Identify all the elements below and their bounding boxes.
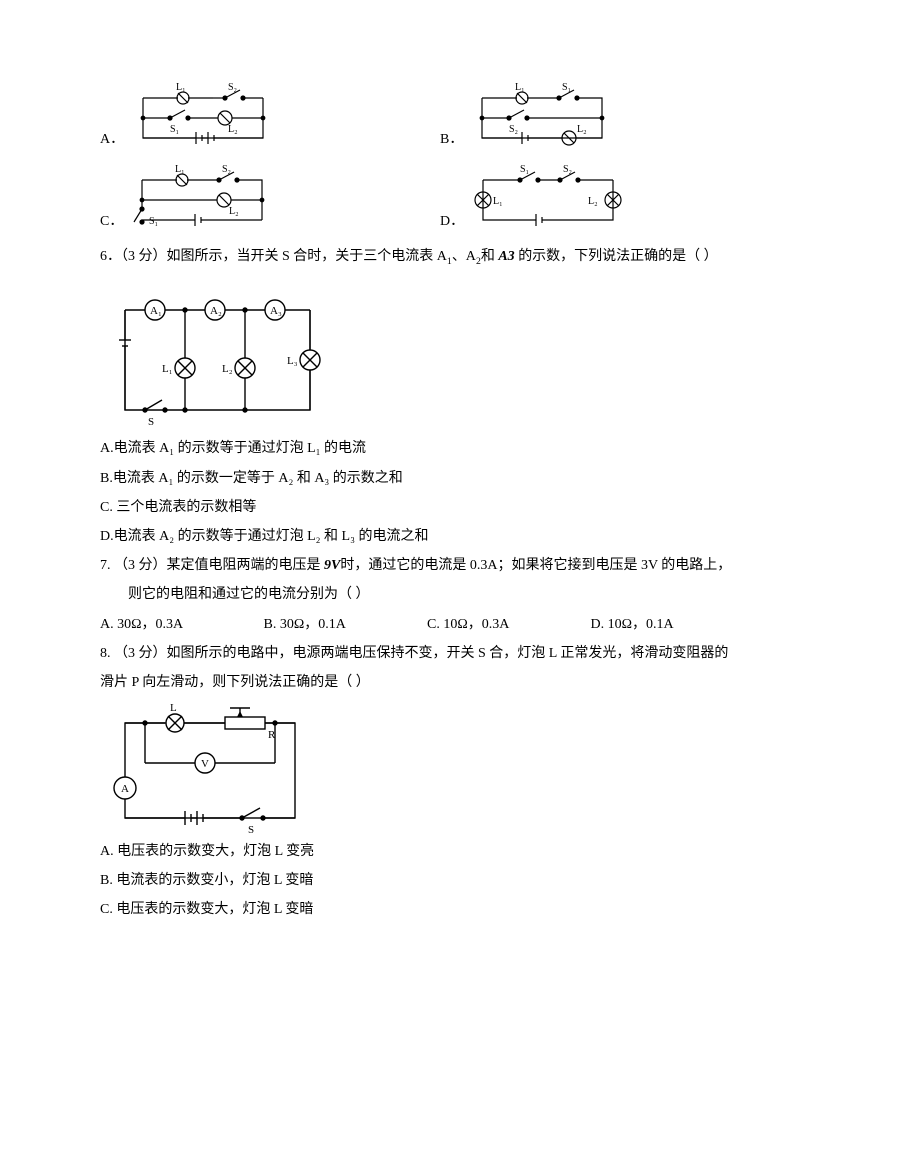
q5-row-cd: C． L₁ S₂ S₁ L₂ D． [100,162,820,234]
svg-text:S₂: S₂ [228,82,237,93]
q5-c-letter: C． [100,209,123,234]
svg-text:L₁: L₁ [175,164,185,175]
q7-a: A. 30Ω，0.3A [100,612,260,637]
q5-opt-d: D． S₁ S₂ L₁ L₂ [440,162,780,234]
q6-circuit: A₁ A₂ A₃ L₁ L₂ L₃ S [110,280,330,430]
q7-d: D. 10Ω，0.1A [591,612,751,637]
q8-b: B. 电流表的示数变小，灯泡 L 变暗 [100,868,820,893]
q6-opt-a: A.电流表 A₁ 的示数等于通过灯泡 L₁ 的电流 [100,436,820,461]
q5-circuit-c: L₁ S₂ S₁ L₂ [127,162,277,234]
q7-line1: 7. （3 分）某定值电阻两端的电压是 9V时，通过它的电流是 0.3A；如果将… [100,553,820,578]
q8-line1: 8. （3 分）如图所示的电路中，电源两端电压保持不变，开关 S 合，灯泡 L … [100,641,820,666]
q6-mid1: 、A [452,249,476,264]
q7-c: C. 10Ω，0.3A [427,612,587,637]
q8-circuit: L R V A S [110,703,310,833]
q5-circuit-b: L₁ S₁ S₂ L₂ [467,80,617,152]
q6-opt-c: C. 三个电流表的示数相等 [100,495,820,520]
q6-opt-b: B.电流表 A₁ 的示数一定等于 A₂ 和 A₃ 的示数之和 [100,466,820,491]
svg-text:S₁: S₁ [562,82,571,93]
q7-line2: 则它的电阻和通过它的电流分别为（ ） [128,582,820,607]
q6-mid2: 和 [481,249,499,264]
svg-text:L₁: L₁ [162,363,173,375]
q6-stem-prefix: 6．（3 分）如图所示，当开关 S 合时，关于三个电流表 A [100,249,447,264]
q5-opt-a: A． L₁ S₂ S₁ L₂ [100,80,440,152]
q7-line1b: 时，通过它的电流是 0.3A；如果将它接到电压是 3V 的电路上， [340,558,731,573]
q5-opt-b: B． L₁ S₁ S₂ L₂ [440,80,780,152]
q6-stem-suffix: 的示数，下列说法正确的是（ ） [518,249,718,264]
svg-text:L₁: L₁ [515,82,525,93]
svg-text:A₁: A₁ [150,305,162,317]
q7-9v: 9V [324,558,340,573]
q5-a-letter: A． [100,127,124,152]
q8-line2: 滑片 P 向左滑动，则下列说法正确的是（ ） [100,670,820,695]
svg-text:L₂: L₂ [588,196,598,207]
svg-text:L₂: L₂ [228,124,238,135]
q7-b: B. 30Ω，0.1A [264,612,424,637]
svg-text:L₂: L₂ [222,363,233,375]
q5-b-letter: B． [440,127,463,152]
svg-text:A₂: A₂ [210,305,222,317]
svg-text:L₁: L₁ [176,82,186,93]
q7-line1a: 7. （3 分）某定值电阻两端的电压是 [100,558,324,573]
q6-a3: A3 [498,249,514,264]
svg-text:S₁: S₁ [170,124,179,135]
svg-text:S₁: S₁ [149,216,158,227]
q5-circuit-a: L₁ S₂ S₁ L₂ [128,80,278,152]
q5-d-letter: D． [440,209,464,234]
svg-text:S₂: S₂ [509,124,518,135]
svg-text:S: S [248,824,254,833]
q5-row-ab: A． L₁ S₂ S₁ L₂ B． [100,80,820,152]
svg-text:S: S [148,416,154,428]
svg-text:S₂: S₂ [222,164,231,175]
q7-options: A. 30Ω，0.3A B. 30Ω，0.1A C. 10Ω，0.3A D. 1… [100,612,820,637]
svg-text:R: R [268,729,276,741]
svg-text:L₂: L₂ [229,206,239,217]
q6-opt-d: D.电流表 A₂ 的示数等于通过灯泡 L₂ 和 L₃ 的电流之和 [100,524,820,549]
svg-text:S₂: S₂ [563,164,572,175]
svg-text:A₃: A₃ [270,305,282,317]
q5-circuit-d: S₁ S₂ L₁ L₂ [468,162,628,234]
svg-text:L₂: L₂ [577,124,587,135]
svg-text:L₃: L₃ [287,355,298,367]
svg-text:S₁: S₁ [520,164,529,175]
q5-opt-c: C． L₁ S₂ S₁ L₂ [100,162,440,234]
q6-stem: 6．（3 分）如图所示，当开关 S 合时，关于三个电流表 A1、A2和 A3 的… [100,244,820,270]
svg-text:V: V [201,758,209,770]
q8-a: A. 电压表的示数变大，灯泡 L 变亮 [100,839,820,864]
svg-text:A: A [121,783,129,795]
svg-text:L: L [170,703,177,714]
q8-c: C. 电压表的示数变大，灯泡 L 变暗 [100,897,820,922]
svg-text:L₁: L₁ [493,196,503,207]
